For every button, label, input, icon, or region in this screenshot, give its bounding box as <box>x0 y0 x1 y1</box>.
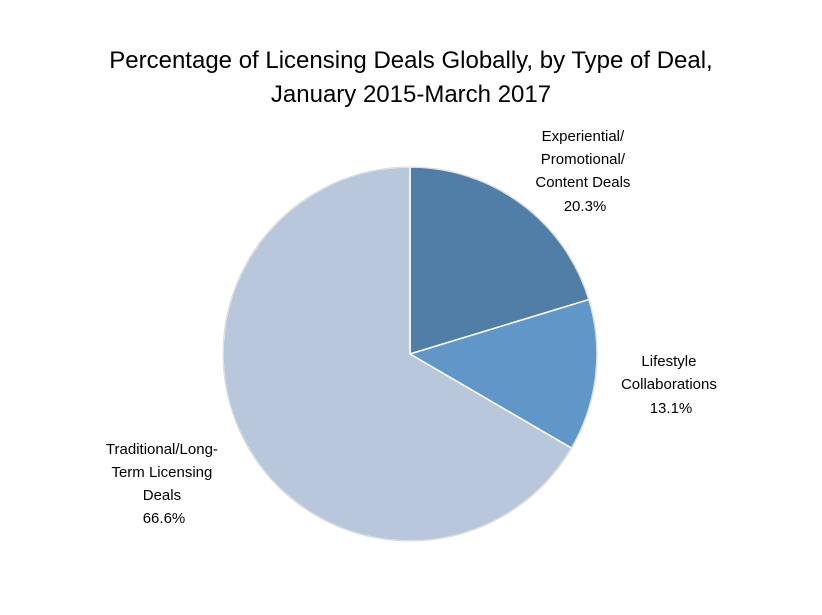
slice-label-traditional-line-3: Deals <box>143 487 181 504</box>
slice-label-lifestyle-line-2: Collaborations <box>621 376 717 393</box>
slice-label-traditional: Traditional/Long- Term Licensing Deals 6… <box>106 441 222 527</box>
slice-label-traditional-line-2: Term Licensing <box>111 464 212 481</box>
pie-labels: Experiential/ Promotional/ Content Deals… <box>106 128 721 527</box>
chart-title-line-1: Percentage of Licensing Deals Globally, … <box>109 47 713 74</box>
slice-label-lifestyle: Lifestyle Collaborations 13.1% <box>621 353 721 417</box>
slice-value-experiential: 20.3% <box>564 198 607 215</box>
slice-label-experiential-line-2: Promotional/ <box>541 151 626 168</box>
slice-value-traditional: 66.6% <box>143 510 186 527</box>
slice-label-experiential: Experiential/ Promotional/ Content Deals… <box>535 128 634 215</box>
chart-title: Percentage of Licensing Deals Globally, … <box>0 44 822 112</box>
slice-value-lifestyle: 13.1% <box>650 400 693 417</box>
slice-label-experiential-line-1: Experiential/ <box>542 128 625 145</box>
pie-slices <box>222 166 598 542</box>
pie-outline <box>222 166 598 542</box>
slice-label-traditional-line-1: Traditional/Long- <box>106 441 218 458</box>
slice-label-experiential-line-3: Content Deals <box>535 174 630 191</box>
slice-label-lifestyle-line-1: Lifestyle <box>641 353 696 370</box>
chart-title-line-2: January 2015-March 2017 <box>270 81 552 108</box>
